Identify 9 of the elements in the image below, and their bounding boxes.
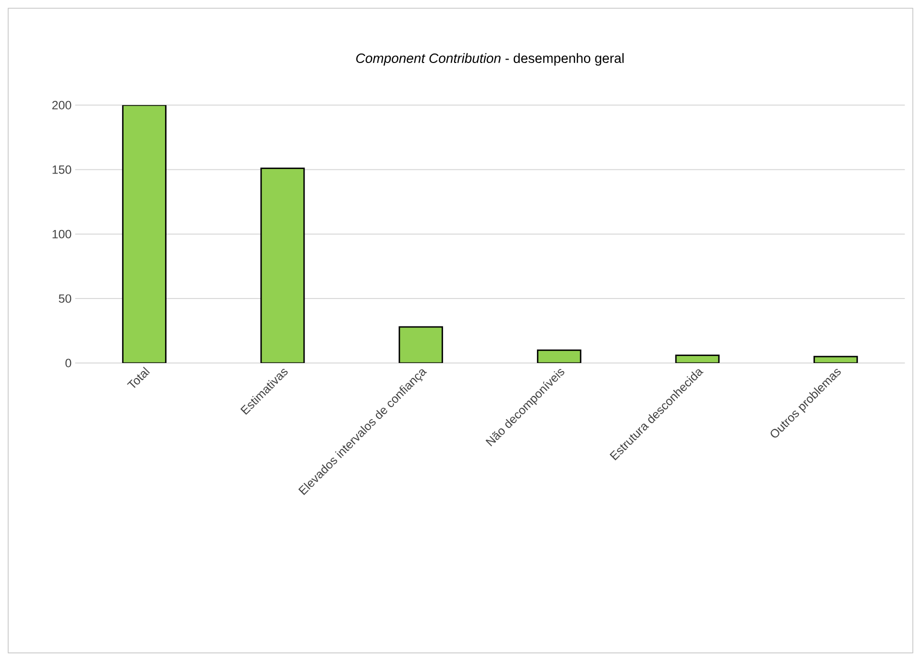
chart-title: Component Contribution - desempenho geral [356, 53, 624, 66]
y-tick-label: 0 [65, 358, 72, 368]
y-tick-label: 200 [52, 100, 72, 110]
y-tick-label: 150 [52, 165, 72, 174]
bar [260, 168, 305, 363]
y-tick-label: 50 [58, 294, 72, 303]
bar [398, 326, 444, 363]
y-tick-label: 100 [52, 230, 72, 238]
bar [122, 105, 166, 363]
